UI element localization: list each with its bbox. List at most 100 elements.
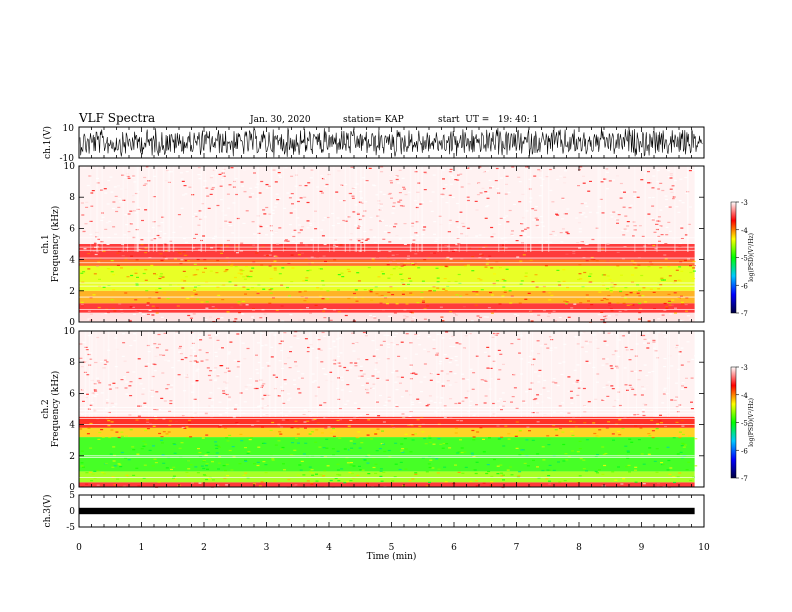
spectrogram-cell xyxy=(428,437,432,439)
spectrogram-cell xyxy=(297,240,301,242)
spectrogram-cell xyxy=(224,411,228,414)
x-tick-label: 1 xyxy=(139,543,145,553)
spectrogram-cell xyxy=(572,416,576,418)
spectrogram-cell xyxy=(657,235,661,237)
spectrogram-cell xyxy=(297,442,300,444)
spectrogram-cell xyxy=(296,427,300,429)
spectrogram-cell xyxy=(106,203,110,205)
spectrogram-cell xyxy=(630,414,634,416)
spectrogram-cell xyxy=(343,366,347,369)
spectrogram-cell xyxy=(137,405,140,407)
spectrogram-cell xyxy=(252,483,256,485)
spectrogram-cell xyxy=(393,369,397,371)
spectrogram-cell xyxy=(201,437,205,439)
spectrogram-cell xyxy=(449,311,453,313)
spectrogram-cell xyxy=(184,357,188,359)
spectrogram-cell xyxy=(363,289,367,291)
spectrogram-cell xyxy=(366,462,370,464)
spectrogram-cell xyxy=(606,288,609,290)
spectrogram-cell xyxy=(668,300,671,302)
spectrogram-cell xyxy=(370,387,373,389)
spectrogram-cell xyxy=(337,170,341,172)
spectrogram-cell xyxy=(420,391,423,393)
spectrogram-cell xyxy=(395,178,399,181)
spectrogram-cell xyxy=(169,386,173,388)
spectrogram-cell xyxy=(181,415,185,417)
spectrogram-cell xyxy=(409,311,413,313)
spectrogram-cell xyxy=(205,301,209,303)
spectrogram-cell xyxy=(253,172,256,174)
spectrogram-cell xyxy=(186,475,190,477)
spectrogram-cell xyxy=(572,421,576,423)
spectrogram-cell xyxy=(405,316,409,318)
spectrogram-cell xyxy=(534,217,538,219)
spectrogram-cell xyxy=(513,203,516,205)
spectrogram-cell xyxy=(213,380,217,382)
spectrogram-cell xyxy=(384,401,388,403)
spectrogram-cell xyxy=(349,233,353,235)
spectrogram-cell xyxy=(257,446,261,448)
spectrogram-cell xyxy=(130,255,134,257)
spectrogram-cell xyxy=(366,378,370,380)
spectrogram-cell xyxy=(581,286,585,288)
spectrogram-cell xyxy=(428,466,432,469)
spectrogram-cell xyxy=(657,318,661,320)
spectrogram-cell xyxy=(692,260,696,263)
spectrogram-cell xyxy=(548,292,552,294)
spectrogram-cell xyxy=(89,358,93,360)
spectrogram-cell xyxy=(365,483,369,485)
spectrogram-cell xyxy=(652,291,656,293)
spectrogram-cell xyxy=(97,248,101,250)
spectrogram-cell xyxy=(331,448,335,450)
spectrogram-cell xyxy=(478,166,482,168)
spectrogram-cell xyxy=(663,309,667,311)
spectrogram-cell xyxy=(584,202,587,204)
spectrogram-cell xyxy=(689,318,693,320)
spectrogram-cell xyxy=(296,200,300,203)
spectrogram-cell xyxy=(660,234,664,236)
spectrogram-cell xyxy=(351,195,355,197)
spectrogram-cell xyxy=(475,461,479,463)
spectrogram-cell xyxy=(399,205,403,207)
spectrogram-cell xyxy=(276,243,280,245)
spectrogram-cell xyxy=(280,426,284,428)
spectrogram-cell xyxy=(685,469,689,471)
spectrogram-cell xyxy=(526,426,530,428)
spectrogram-cell xyxy=(297,388,301,390)
spectrogram-cell xyxy=(385,303,389,305)
spectrogram-cell xyxy=(438,215,442,217)
spectrogram-cell xyxy=(629,304,633,306)
spectrogram-cell xyxy=(439,360,443,362)
spectrogram-cell xyxy=(260,384,264,386)
spectrogram-cell xyxy=(124,188,128,190)
spectrogram-cell xyxy=(143,176,147,179)
spectrogram-band xyxy=(79,244,695,260)
spectrogram-cell xyxy=(435,352,439,354)
ch3-ytick-label: -5 xyxy=(66,523,75,533)
spectrogram-cell xyxy=(209,270,213,272)
spectrogram-cell xyxy=(129,344,133,347)
spectrogram-cell xyxy=(93,273,97,275)
spectrogram-cell xyxy=(558,481,562,483)
spectrogram-cell xyxy=(535,286,539,288)
spectrogram-cell xyxy=(561,218,565,220)
spectrogram-cell xyxy=(400,443,404,445)
spectrogram-cell xyxy=(680,364,684,366)
spectrogram-cell xyxy=(361,469,365,471)
spectrogram-cell xyxy=(265,184,269,186)
spectrogram-cell xyxy=(577,185,580,187)
spectrogram-cell xyxy=(679,225,683,227)
spectrogram-cell xyxy=(216,484,220,486)
spectrogram-cell xyxy=(559,411,563,414)
x-tick-label: 4 xyxy=(326,543,332,553)
spectrogram-cell xyxy=(106,268,110,270)
spectrogram-cell xyxy=(391,212,395,214)
spectrogram-cell xyxy=(153,363,157,366)
spectrogram-cell xyxy=(184,193,188,195)
spectrogram-cell xyxy=(275,193,279,195)
spectrogram-cell xyxy=(306,201,310,204)
spectrogram-cell xyxy=(594,470,598,473)
spectrogram-cell xyxy=(252,308,255,310)
spectrogram-cell xyxy=(190,331,194,334)
spectrogram-cell xyxy=(255,369,259,371)
